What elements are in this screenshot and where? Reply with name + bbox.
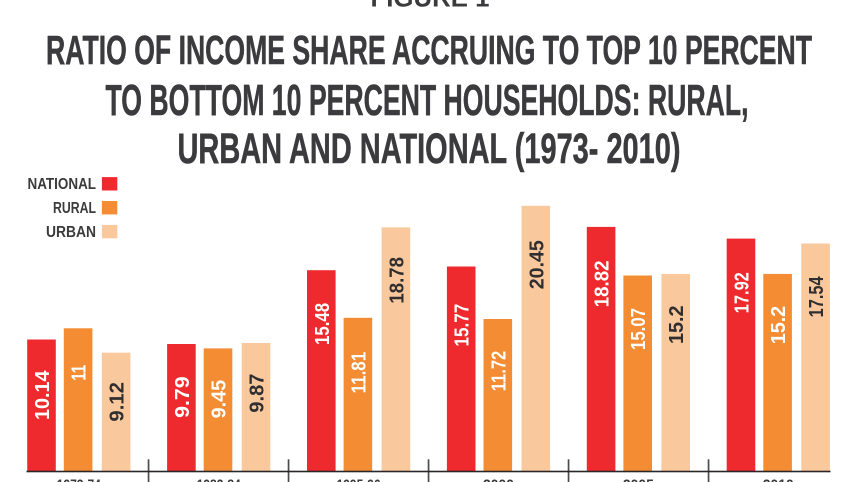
svg-text:1983-84: 1983-84 bbox=[197, 477, 242, 482]
svg-text:1995-96: 1995-96 bbox=[337, 477, 381, 482]
svg-text:URBAN AND NATIONAL (1973- 2010: URBAN AND NATIONAL (1973- 2010) bbox=[178, 125, 681, 173]
svg-text:2010: 2010 bbox=[763, 477, 794, 482]
svg-text:11.72: 11.72 bbox=[487, 351, 510, 392]
svg-text:15.2: 15.2 bbox=[665, 306, 688, 345]
svg-text:RATIO OF INCOME SHARE ACCRUING: RATIO OF INCOME SHARE ACCRUING TO TOP 10… bbox=[46, 27, 812, 73]
svg-text:15.77: 15.77 bbox=[451, 304, 474, 347]
svg-text:18.78: 18.78 bbox=[385, 257, 408, 304]
svg-text:11: 11 bbox=[68, 365, 91, 381]
svg-text:15.48: 15.48 bbox=[311, 303, 334, 345]
svg-text:15.07: 15.07 bbox=[627, 308, 650, 350]
svg-text:NATIONAL: NATIONAL bbox=[28, 176, 97, 193]
svg-text:20.45: 20.45 bbox=[525, 240, 548, 289]
svg-text:11.81: 11.81 bbox=[347, 352, 370, 394]
svg-text:15.2: 15.2 bbox=[767, 306, 790, 345]
svg-text:9.87: 9.87 bbox=[246, 374, 269, 413]
svg-text:10.14: 10.14 bbox=[31, 370, 54, 420]
svg-text:2000: 2000 bbox=[483, 477, 514, 482]
svg-text:RURAL: RURAL bbox=[53, 200, 96, 217]
svg-text:FIGURE 1: FIGURE 1 bbox=[371, 0, 490, 13]
svg-text:2005: 2005 bbox=[623, 477, 654, 482]
svg-text:18.82: 18.82 bbox=[591, 261, 614, 308]
svg-text:URBAN: URBAN bbox=[46, 224, 96, 241]
svg-text:1973-74: 1973-74 bbox=[57, 477, 102, 482]
svg-text:9.12: 9.12 bbox=[106, 382, 129, 422]
svg-text:9.79: 9.79 bbox=[171, 376, 194, 418]
svg-text:TO BOTTOM 10 PERCENT HOUSEHOLD: TO BOTTOM 10 PERCENT HOUSEHOLDS: RURAL, bbox=[106, 76, 749, 125]
svg-text:17.54: 17.54 bbox=[805, 276, 828, 318]
svg-text:9.45: 9.45 bbox=[208, 380, 231, 419]
svg-text:17.92: 17.92 bbox=[731, 272, 754, 313]
